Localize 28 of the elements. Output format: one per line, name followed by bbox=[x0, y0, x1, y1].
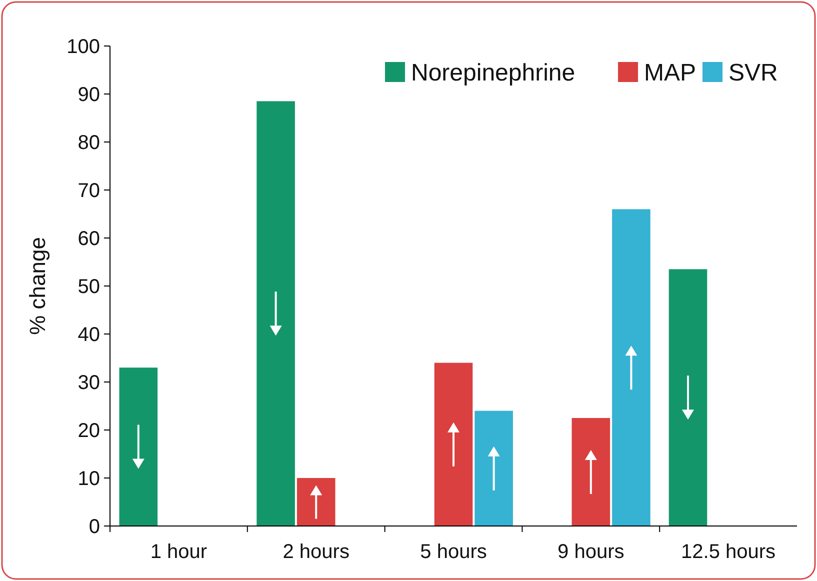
y-tick-label: 60 bbox=[78, 228, 100, 250]
y-tick-label: 0 bbox=[88, 516, 100, 538]
bar bbox=[256, 101, 295, 526]
bar bbox=[119, 368, 158, 526]
y-tick-label: 100 bbox=[66, 36, 100, 58]
x-tick-label: 9 hours bbox=[558, 541, 624, 563]
y-tick-label: 30 bbox=[78, 372, 100, 394]
bar bbox=[668, 269, 708, 526]
bar bbox=[474, 410, 513, 526]
y-tick-label: 50 bbox=[78, 276, 100, 298]
bar bbox=[296, 478, 336, 526]
bar bbox=[572, 418, 610, 526]
y-axis-title: % change bbox=[25, 237, 50, 335]
y-tick-label: 80 bbox=[78, 132, 100, 154]
bar bbox=[434, 362, 473, 526]
bar bbox=[612, 209, 650, 526]
y-tick-label: 70 bbox=[78, 180, 100, 202]
x-tick-label: 12.5 hours bbox=[681, 541, 776, 563]
legend-label: MAP bbox=[644, 59, 696, 86]
x-tick-label: 1 hour bbox=[150, 541, 208, 563]
legend-label: SVR bbox=[728, 59, 778, 86]
legend-label: Norepinephrine bbox=[411, 59, 576, 86]
y-tick-label: 40 bbox=[78, 324, 100, 346]
x-tick-label: 5 hours bbox=[420, 541, 487, 563]
y-tick-label: 20 bbox=[78, 420, 100, 442]
y-tick-label: 10 bbox=[78, 468, 100, 490]
x-tick-label: 2 hours bbox=[282, 541, 350, 563]
y-tick-label: 90 bbox=[78, 84, 100, 106]
